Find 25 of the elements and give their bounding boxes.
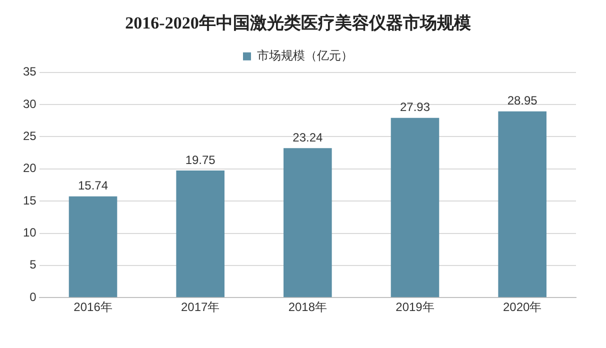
x-tick-label: 2019年 [396,300,434,314]
data-label: 27.93 [400,100,430,114]
bar [68,196,118,298]
data-label: 28.95 [507,94,538,108]
bar [498,111,546,298]
y-tick-label: 10 [22,226,37,240]
y-tick-label: 15 [22,193,37,208]
data-label: 19.75 [185,152,216,167]
x-tick-label: 2017年 [180,300,220,314]
data-label: 23.24 [292,130,324,144]
bar [176,170,224,298]
legend-label: 市场规模（亿元） [257,48,353,63]
x-tick-label: 2018年 [288,300,328,314]
y-tick-label: 0 [30,290,37,304]
chart-title: 2016-2020年中国激光类医疗美容仪器市场规模 [125,14,471,33]
y-tick-label: 5 [30,258,37,272]
x-tick-label: 2020年 [502,300,542,314]
bar [284,148,332,298]
y-tick-label: 30 [22,96,37,111]
bar [390,118,440,298]
y-tick-label: 20 [22,161,37,176]
y-tick-label: 25 [22,129,37,144]
x-tick-label: 2016年 [74,300,112,314]
y-tick-label: 35 [22,64,37,79]
data-label: 15.74 [78,178,108,193]
